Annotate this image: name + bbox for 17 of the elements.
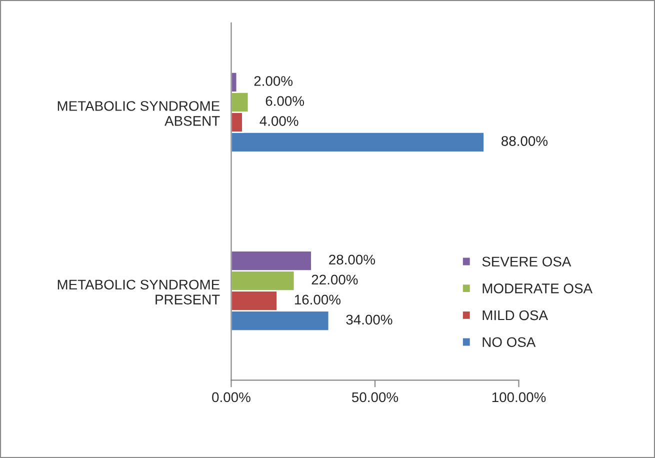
data-label: 16.00% [294,294,340,305]
legend-label: MODERATE OSA [482,284,592,294]
data-label: 22.00% [312,274,358,285]
data-label: 6.00% [266,96,304,106]
data-label: 88.00% [502,136,548,146]
data-label: 28.00% [329,254,376,265]
data-label: 34.00% [346,314,392,325]
legend-label: SEVERE OSA [482,256,572,267]
data-label: 4.00% [260,116,298,126]
y-tick-label: METABOLIC SYNDROME ABSENT [58,101,220,126]
x-tick-label: 100.00% [492,392,546,402]
data-label: 2.00% [254,76,293,86]
x-tick-label: 50.00% [352,392,398,402]
x-tick-label: 0.00% [212,392,250,402]
legend-label: NO OSA [482,337,536,348]
legend-label: MILD OSA [482,310,548,320]
y-tick-label: METABOLIC SYNDROME PRESENT [58,280,220,304]
